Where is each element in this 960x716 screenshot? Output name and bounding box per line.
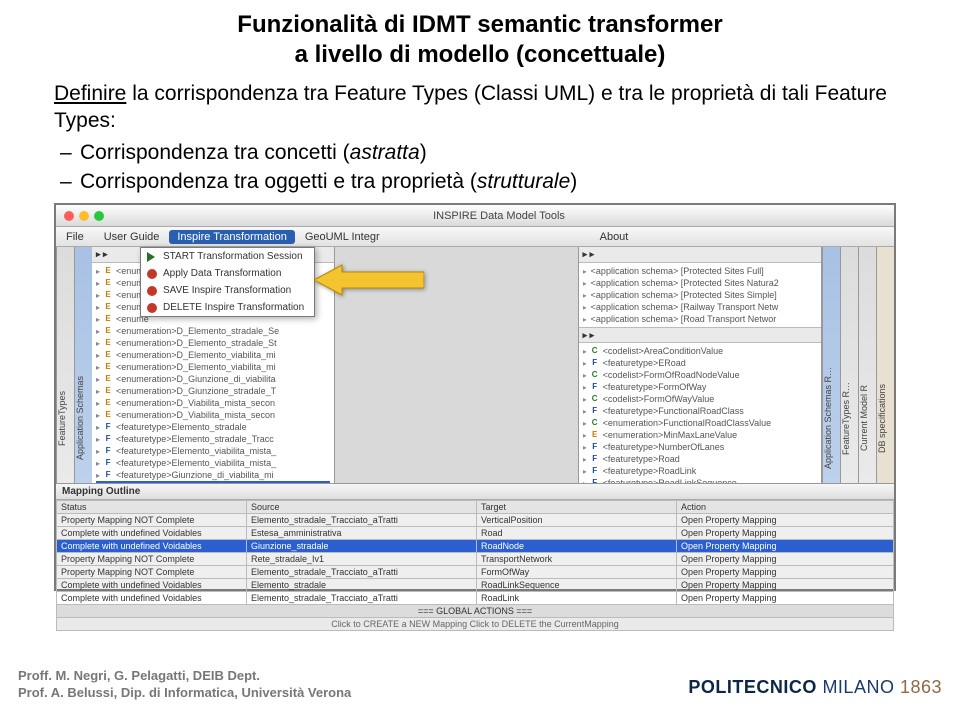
table-row[interactable]: Complete with undefined VoidablesEstesa_…: [57, 527, 894, 540]
dropdown-menu: START Transformation Session Apply Data …: [140, 247, 315, 317]
list-item[interactable]: ▸F<featuretype>Giunzione_di_viabilita_mi: [96, 469, 330, 481]
list-item[interactable]: ▸E<enumeration>D_Viabilita_mista_secon: [96, 409, 330, 421]
list-item[interactable]: ▸E<enumeration>D_Elemento_stradale_Se: [96, 325, 330, 337]
list-item[interactable]: ▸E<enumeration>D_Elemento_stradale_St: [96, 337, 330, 349]
list-item[interactable]: ▸E<enumeration>D_Giunzione_di_viabilita: [96, 373, 330, 385]
close-icon[interactable]: [64, 211, 74, 221]
list-item[interactable]: ▸<application schema> [Protected Sites F…: [583, 265, 817, 277]
dropdown-apply[interactable]: Apply Data Transformation: [141, 265, 314, 282]
body-text: Definire la corrispondenza tra Feature T…: [0, 76, 960, 195]
list-item[interactable]: ▸<application schema> [Road Transport Ne…: [583, 313, 817, 325]
mapping-title: Mapping Outline: [56, 484, 894, 500]
list-item[interactable]: ▸F<featuretype>NumberOfLanes: [583, 441, 817, 453]
table-row[interactable]: Complete with undefined VoidablesGiunzio…: [57, 540, 894, 553]
table-row[interactable]: Complete with undefined VoidablesElement…: [57, 579, 894, 592]
list-item[interactable]: ▸E<enumeration>D_Viabilita_mista_secon: [96, 397, 330, 409]
footer: Proff. M. Negri, G. Pelagatti, DEIB Dept…: [0, 660, 960, 716]
list-item[interactable]: ▸F<featuretype>Elemento_stradale_Tracc: [96, 433, 330, 445]
list-item[interactable]: ▸F<featuretype>Elemento_viabilita_mista_: [96, 457, 330, 469]
bullet-2: Corrispondenza tra oggetti e tra proprie…: [80, 168, 920, 195]
list-item[interactable]: ▸<application schema> [Protected Sites N…: [583, 277, 817, 289]
list-item[interactable]: ▸F<featuretype>RoadLink: [583, 465, 817, 477]
circle-icon: [147, 286, 157, 296]
window-title: INSPIRE Data Model Tools: [104, 210, 894, 222]
list-item[interactable]: ▸E<enumeration>D_Elemento_viabilita_mi: [96, 349, 330, 361]
play-icon: [147, 252, 157, 262]
list-item[interactable]: ▸F<featuretype>FormOfWay: [583, 381, 817, 393]
menu-inspire[interactable]: Inspire Transformation: [169, 230, 294, 244]
mapping-outline: Mapping Outline Status Source Target Act…: [56, 483, 894, 589]
circle-icon: [147, 303, 157, 313]
col-source: Source: [247, 501, 477, 514]
list-item[interactable]: ▸C<codelist>FormOfRoadNodeValue: [583, 369, 817, 381]
zoom-icon[interactable]: [94, 211, 104, 221]
circle-icon: [147, 269, 157, 279]
list-item[interactable]: ▸F<featuretype>FunctionalRoadClass: [583, 405, 817, 417]
intro-underline: Definire: [54, 82, 126, 105]
table-row[interactable]: Property Mapping NOT CompleteRete_strada…: [57, 553, 894, 566]
table-row[interactable]: Property Mapping NOT CompleteElemento_st…: [57, 566, 894, 579]
list-item[interactable]: ▸<application schema> [Railway Transport…: [583, 301, 817, 313]
list-item[interactable]: ▸C<codelist>FormOfWayValue: [583, 393, 817, 405]
menu-geouml[interactable]: GeoUML Integr: [295, 231, 390, 243]
list-item[interactable]: ▸F<featuretype>Elemento_viabilita_mista_: [96, 445, 330, 457]
list-item[interactable]: ▸F<featuretype>Elemento_stradale: [96, 421, 330, 433]
title-line-2: a livello di modello (concettuale): [295, 41, 666, 68]
list-item[interactable]: ▸E<enumeration>MinMaxLaneValue: [583, 429, 817, 441]
mapping-table: Status Source Target Action Property Map…: [56, 500, 894, 631]
table-row[interactable]: Complete with undefined VoidablesElement…: [57, 592, 894, 605]
minimize-icon[interactable]: [79, 211, 89, 221]
list-item[interactable]: ▸E<enumeration>D_Elemento_viabilita_mi: [96, 361, 330, 373]
global-actions-row: === GLOBAL ACTIONS ===: [57, 605, 894, 618]
list-item[interactable]: ▸E<enumeration>D_Giunzione_stradale_T: [96, 385, 330, 397]
menu-userguide[interactable]: User Guide: [94, 231, 170, 243]
list-item[interactable]: ▸C<enumeration>FunctionalRoadClassValue: [583, 417, 817, 429]
dropdown-save[interactable]: SAVE Inspire Transformation: [141, 282, 314, 299]
dropdown-delete[interactable]: DELETE Inspire Transformation: [141, 299, 314, 316]
slide-title: Funzionalità di IDMT semantic transforme…: [0, 0, 960, 76]
menu-about[interactable]: About: [590, 231, 639, 243]
callout-arrow: [314, 263, 424, 299]
menubar: File User Guide Inspire Transformation G…: [56, 227, 894, 247]
credits-1: Proff. M. Negri, G. Pelagatti, DEIB Dept…: [18, 668, 351, 685]
col-status: Status: [57, 501, 247, 514]
app-window: INSPIRE Data Model Tools File User Guide…: [54, 203, 896, 591]
list-item[interactable]: ▸F<featuretype>Road: [583, 453, 817, 465]
intro-rest: la corrispondenza tra Feature Types (Cla…: [54, 82, 887, 132]
menu-file[interactable]: File: [56, 231, 94, 243]
logo: POLITECNICO MILANO 1863: [688, 677, 942, 698]
credits-2: Prof. A. Belussi, Dip. di Informatica, U…: [18, 685, 351, 702]
titlebar: INSPIRE Data Model Tools: [56, 205, 894, 227]
table-row[interactable]: Property Mapping NOT CompleteElemento_st…: [57, 514, 894, 527]
list-item[interactable]: ▸C<codelist>AreaConditionValue: [583, 345, 817, 357]
dropdown-start[interactable]: START Transformation Session: [141, 248, 314, 265]
col-action: Action: [677, 501, 894, 514]
title-line-1: Funzionalità di IDMT semantic transforme…: [237, 11, 722, 38]
list-item[interactable]: ▸<application schema> [Protected Sites S…: [583, 289, 817, 301]
create-delete-row[interactable]: Click to CREATE a NEW Mapping Click to D…: [57, 618, 894, 631]
list-item[interactable]: ▸F<featuretype>ERoad: [583, 357, 817, 369]
bullet-1: Corrispondenza tra concetti (astratta): [80, 139, 920, 166]
col-target: Target: [477, 501, 677, 514]
